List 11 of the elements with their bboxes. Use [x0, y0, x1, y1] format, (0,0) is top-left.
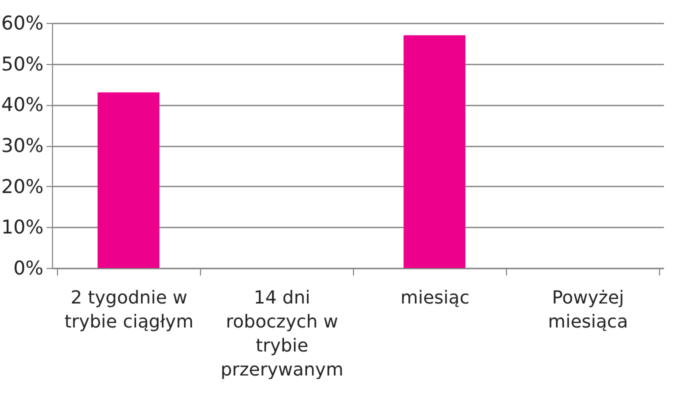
- y-tick-label: 40%: [1, 94, 44, 116]
- y-tick-label: 50%: [1, 53, 44, 76]
- x-tick-label: 14 dni roboczych w trybie przerywanym: [220, 288, 344, 380]
- x-tick-label: miesiąc: [400, 288, 470, 308]
- y-tick-label: 30%: [1, 135, 44, 157]
- y-tick-label: 60%: [1, 12, 44, 34]
- y-tick-label: 20%: [1, 176, 44, 198]
- x-tick-label: 2 tygodnie w trybie ciągłym: [64, 288, 194, 332]
- x-tick-label: Powyżej miesiąca: [548, 288, 628, 332]
- y-tick-label: 10%: [1, 216, 44, 239]
- y-tick-label: 0%: [13, 258, 44, 280]
